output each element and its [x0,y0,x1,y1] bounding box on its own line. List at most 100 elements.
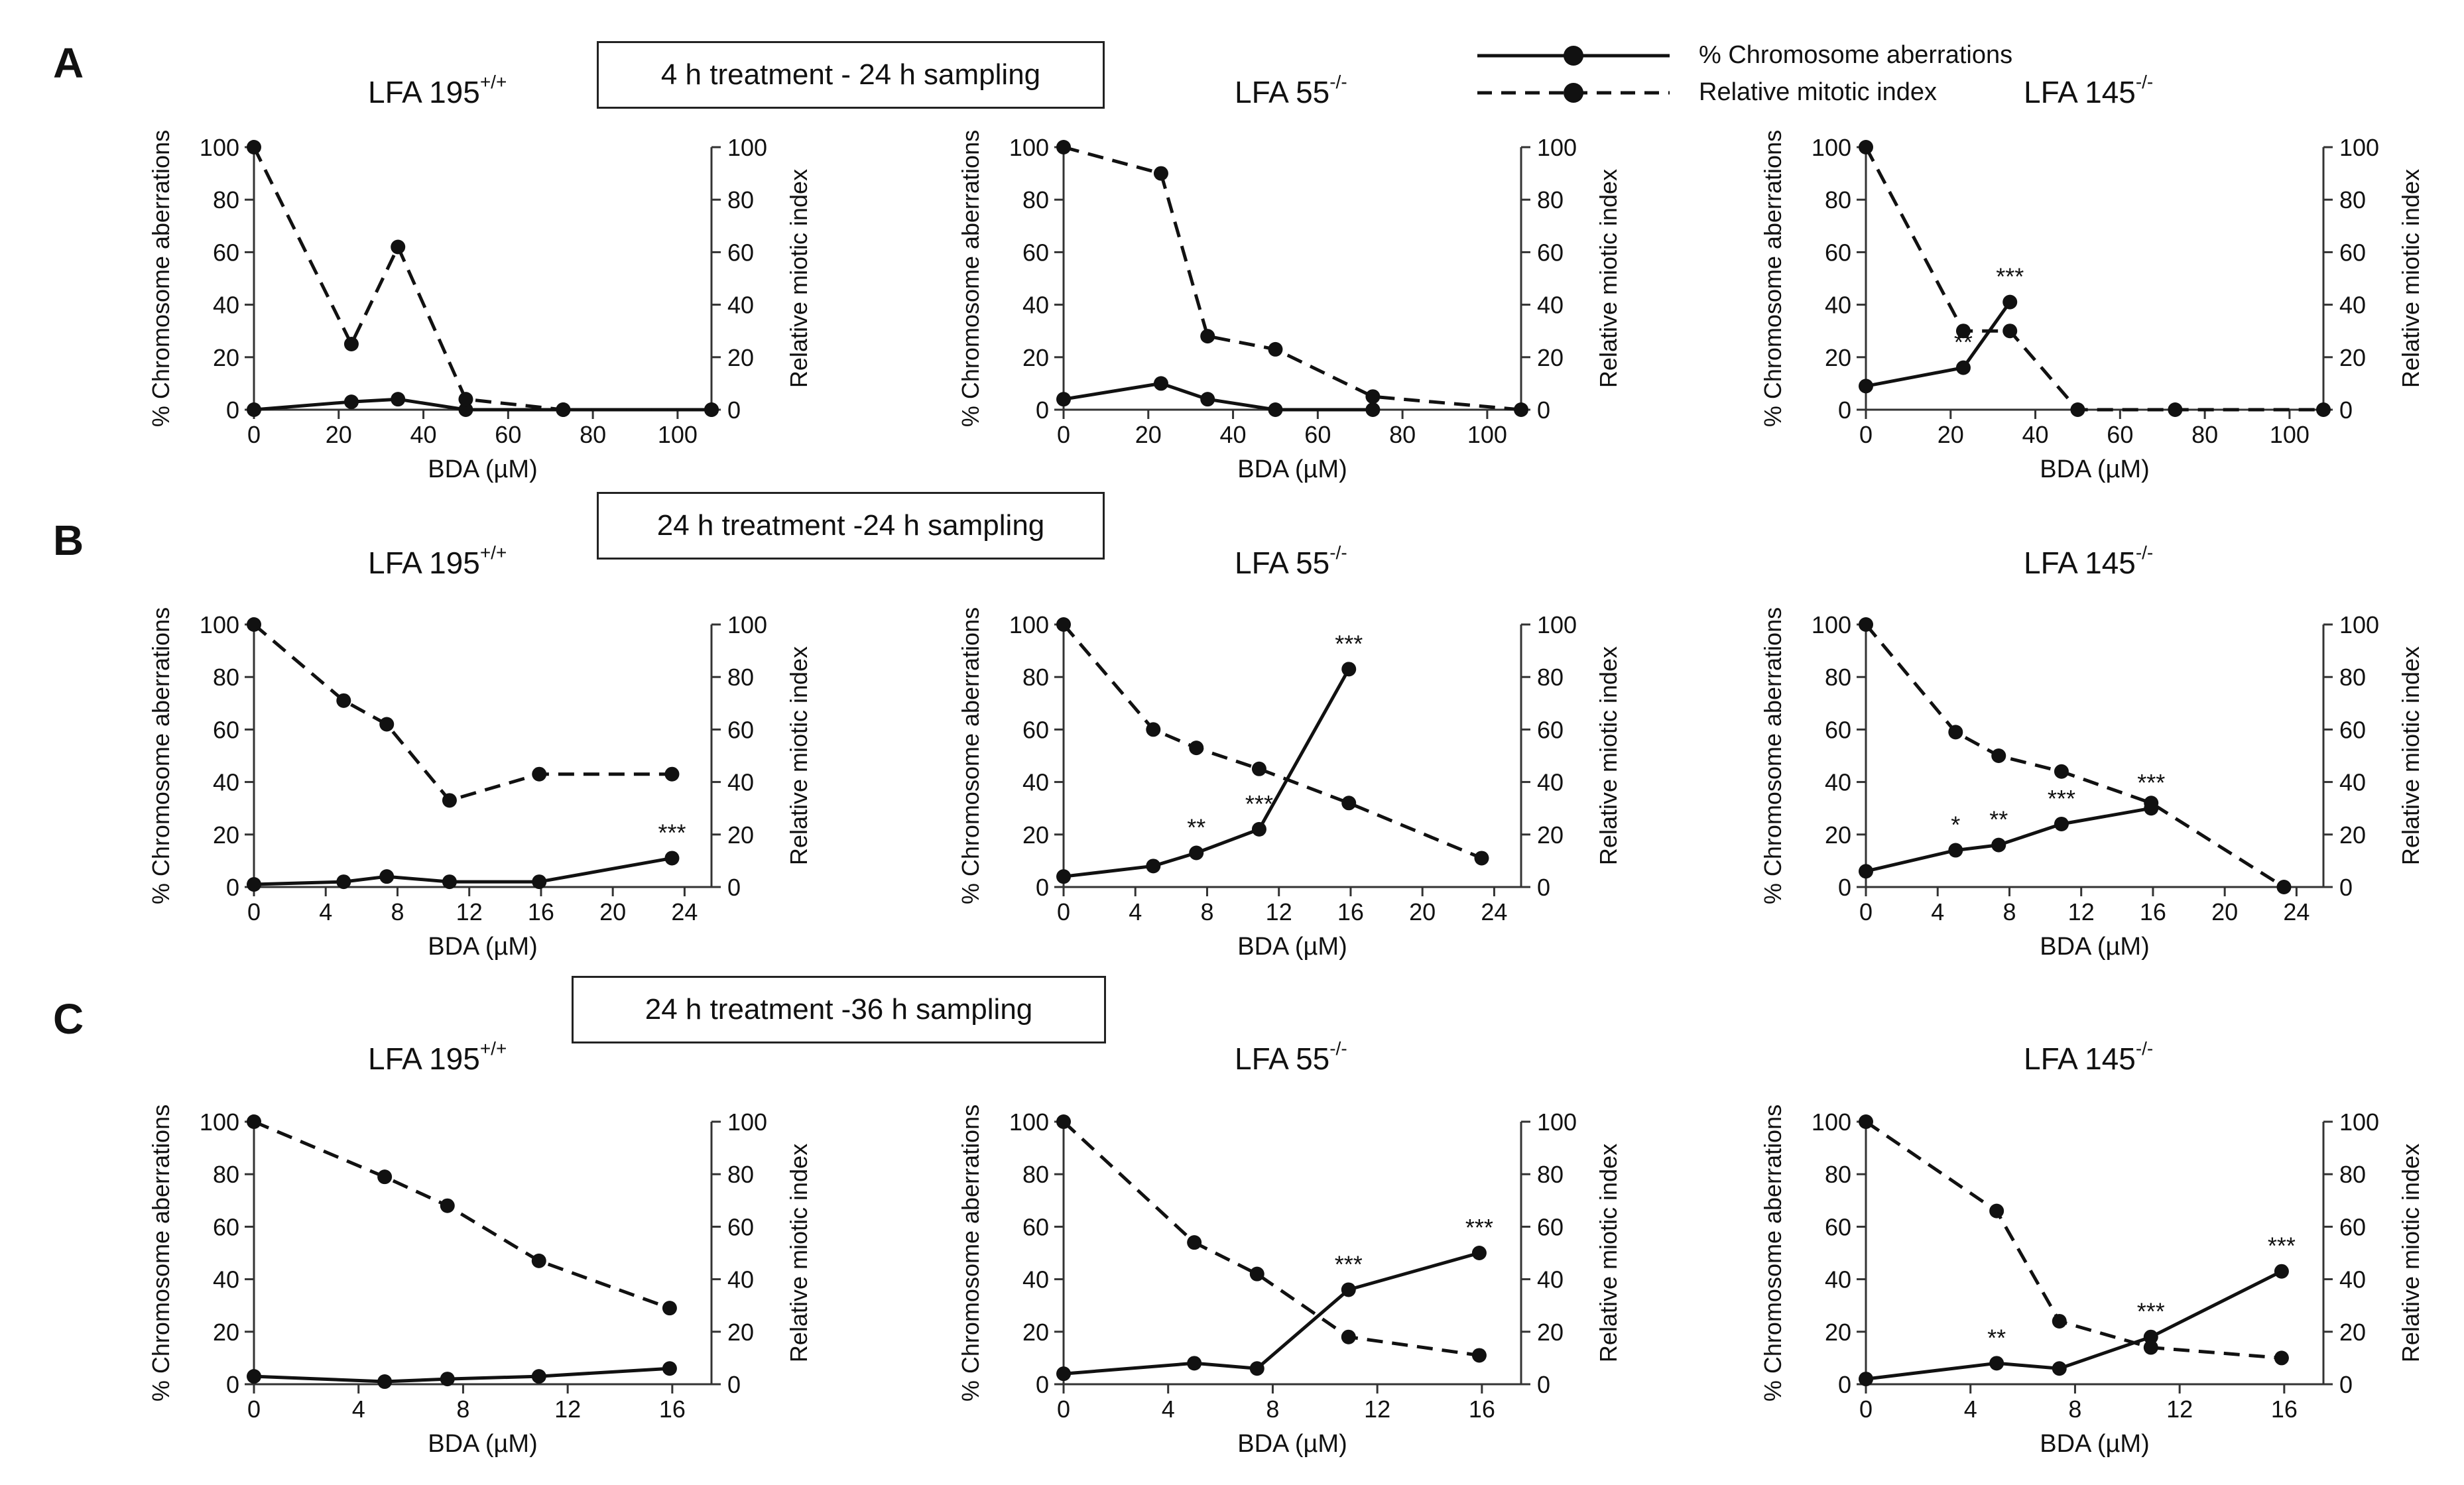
aberrations-point [1056,1366,1071,1382]
cell-title-name: LFA 145 [2024,1041,2136,1076]
mitotic-index-line [1865,623,2285,889]
mitotic-index-line [1063,145,1522,412]
significance-label: *** [1996,263,2024,290]
mitotic-index-point [1341,1329,1356,1344]
x-tick-label: 60 [1304,421,1331,448]
aberrations-point [1189,845,1204,861]
y-tick-label-left: 40 [1825,1266,1851,1293]
x-tick-label: 80 [580,421,606,448]
x-tick-label: 60 [2107,421,2133,448]
aberrations-point [532,874,547,890]
x-tick-label: 40 [2022,421,2049,448]
aberrations-point [458,402,473,417]
y-tick-label-right: 100 [1537,611,1577,638]
cell-title-a3: LFA 145-/- [2024,73,2153,110]
y-tick-label-right: 60 [727,1213,754,1240]
y-axis-label-left: % Chromosome aberrations [1759,130,1786,427]
y-tick-label-left: 80 [1022,664,1049,691]
x-tick-label: 16 [1469,1396,1495,1423]
mitotic-index-point [1249,1266,1264,1281]
aberrations-line [1063,668,1351,878]
mitotic-index-point [1514,402,1528,417]
cell-title-c2: LFA 55-/- [1235,1040,1347,1077]
legend-item-solid: % Chromosome aberrations [1477,41,2012,70]
y-tick-label-left: 60 [213,1213,239,1240]
mitotic-index-line [253,623,672,802]
y-tick-label-left: 60 [1825,239,1851,266]
x-tick-label: 16 [2140,898,2166,925]
mitotic-index-point [2144,796,2159,811]
y-tick-label-left: 20 [1825,821,1851,849]
x-tick-label: 40 [410,421,437,448]
aberrations-point [247,877,261,892]
mitotic-index-line [252,146,711,412]
y-tick-label-right: 100 [727,134,767,161]
cell-title-genotype: -/- [2135,1038,2154,1059]
y-tick-label-left: 0 [1036,874,1049,901]
y-tick-label-right: 100 [2339,134,2379,161]
aberrations-point [1365,402,1381,417]
y-tick-label-right: 20 [727,1319,754,1346]
aberrations-point [1471,1246,1487,1260]
cell-title-a1: LFA 195+/+ [368,72,507,110]
x-tick-label: 4 [352,1396,365,1423]
aberrations-point [336,874,351,890]
y-tick-label-right: 80 [727,664,754,691]
y-tick-label-right: 60 [2339,716,2366,743]
significance-label: *** [2268,1232,2296,1260]
y-tick-label-right: 60 [1537,1213,1564,1240]
aberrations-point [391,392,406,407]
y-tick-label-left: 40 [213,1266,239,1293]
x-tick-label: 0 [247,421,261,448]
x-tick-label: 20 [2211,898,2238,925]
y-tick-label-left: 20 [213,821,239,849]
aberrations-point [442,874,457,890]
aberrations-point [379,869,395,884]
mitotic-index-point [1200,329,1215,344]
aberrations-point [2054,816,2069,831]
cell-title-name: LFA 145 [2024,75,2136,109]
y-tick-label-left: 0 [1036,396,1049,424]
x-tick-label: 12 [2068,898,2095,925]
y-tick-label-right: 20 [2339,821,2366,849]
cell-title-genotype: +/+ [479,72,507,92]
significance-label: *** [1335,630,1363,657]
y-tick-label-left: 100 [1812,134,1851,161]
legend-dashed-label: Relative mitotic index [1699,78,1938,106]
y-tick-label-right: 80 [2339,1161,2366,1188]
y-tick-label-right: 80 [727,186,754,213]
mitotic-index-point [662,1301,677,1316]
y-axis-label-right: Relative miotic index [2397,646,2424,865]
y-tick-label-left: 100 [1812,611,1851,638]
mitotic-index-point [1268,341,1283,357]
x-axis-label: BDA (µM) [1237,455,1347,483]
mitotic-index-line [1864,146,2323,412]
significance-label: *** [2048,785,2075,812]
y-tick-label-right: 40 [2339,292,2366,319]
aberrations-point [440,1372,455,1387]
y-tick-label-left: 20 [213,344,239,371]
significance-label: *** [1465,1214,1493,1241]
aberrations-point [1989,1356,2004,1371]
y-tick-label-right: 20 [727,821,754,849]
y-tick-label-left: 0 [1838,1371,1851,1398]
mitotic-index-point [1471,1348,1487,1363]
aberrations-point [2143,1329,2158,1344]
y-tick-label-right: 100 [727,611,767,638]
y-tick-label-left: 100 [200,134,239,161]
aberrations-point [1056,392,1071,407]
cell-title-name: LFA 195 [368,75,480,109]
y-tick-label-right: 100 [1537,1108,1577,1136]
y-tick-label-right: 60 [2339,1213,2366,1240]
aberrations-point [1341,662,1357,677]
y-tick-label-left: 80 [213,664,239,691]
panel-letter-a: A [53,39,84,87]
y-tick-label-right: 80 [1537,664,1564,691]
y-tick-label-right: 60 [1537,716,1564,743]
y-tick-label-right: 40 [2339,1266,2366,1293]
y-tick-label-left: 60 [1825,716,1851,743]
aberrations-point [1859,864,1873,879]
x-tick-label: 8 [456,1396,469,1423]
